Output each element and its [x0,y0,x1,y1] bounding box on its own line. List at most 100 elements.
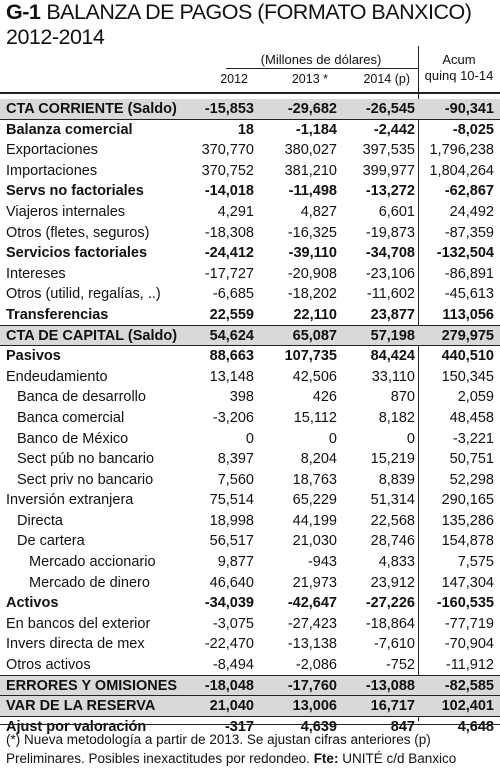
cell-2014: -13,088 [365,677,415,694]
footnote-text: (*) Nueva metodología a partir de 2013. … [6,732,431,766]
cell-2013: 380,027 [284,142,337,159]
cell-2012: 13,148 [209,368,254,385]
cell-acum: 48,458 [449,409,494,426]
title-years: 2012-2014 [6,25,105,49]
cell-acum: 1,804,264 [429,162,494,179]
table-code: G-1 [6,0,41,24]
cell-acum: -62,867 [444,183,494,200]
cell-2013: -17,760 [287,677,337,694]
cell-acum: 135,286 [441,512,494,529]
cell-acum: 147,304 [441,574,494,591]
cell-2012: 88,663 [209,348,254,365]
table-row: Intereses -17,727 -20,908 -23,106 -86,891 [0,264,500,285]
acum-header-line2: quinq 10-14 [424,68,494,83]
cell-acum: -8,025 [452,121,494,138]
table-row: Sect priv no bancario 7,560 18,763 8,839 52,… [0,470,500,491]
cell-2014: 4,833 [378,554,415,571]
row-label: Transferencias [6,306,109,323]
cell-acum: 2,059 [457,389,494,406]
row-label: CTA CORRIENTE (Saldo) [6,101,177,117]
cell-2012: 7,560 [217,471,254,488]
acum-header-line1: Acum [442,52,476,67]
table-row: Banca comercial -3,206 15,112 8,182 48,458 [0,408,500,429]
col-header-2013: 2013 * [291,72,328,86]
footnote: (*) Nueva metodología a partir de 2013. … [6,730,498,768]
cell-2014: -27,226 [365,595,415,612]
cell-2013: -18,202 [287,286,337,303]
row-label: En bancos del exterior [6,615,151,632]
col-header-2012: 2012 [220,72,248,86]
table-row: CTA CORRIENTE (Saldo) -15,853 -29,682 -26,5… [0,99,500,120]
cell-2012: -17,727 [204,265,254,282]
cell-2012: 398 [229,389,254,406]
cell-2014: 28,746 [370,533,415,550]
cell-2012: 8,397 [217,451,254,468]
cell-2012: 9,877 [217,554,254,571]
row-label: VAR DE LA RESERVA [6,698,156,715]
cell-2012: -3,075 [212,615,254,632]
cell-2013: -13,138 [287,636,337,653]
cell-2012: -22,470 [204,636,254,653]
cell-2013: 21,973 [292,574,337,591]
title-text: BALANZA DE PAGOS (FORMATO BANXICO) [46,0,472,24]
cell-2013: 13,006 [292,698,337,715]
cell-acum: -77,719 [444,615,494,632]
cell-acum: 50,751 [449,451,494,468]
table-row: Sect púb no bancario 8,397 8,204 15,219 50,7… [0,449,500,470]
cell-2013: -20,908 [287,265,337,282]
cell-2013: 44,199 [292,512,337,529]
cell-2012: 370,752 [201,162,254,179]
row-label: Otros (utilid, regalías, ..) [6,286,161,303]
cell-2014: -11,602 [366,286,415,303]
table-row: CTA DE CAPITAL (Saldo) 54,624 65,087 57,198… [0,325,500,347]
cell-2014: -19,873 [365,224,415,241]
cell-2013: -1,184 [295,121,337,138]
row-label: Servs no factoriales [6,183,144,200]
table-row: De cartera 56,517 21,030 28,746 154,878 [0,531,500,552]
row-label: Sect priv no bancario [17,471,154,488]
row-label: Inversión extranjera [6,492,134,509]
cell-2012: 22,559 [209,306,254,323]
cell-acum: -87,359 [444,224,494,241]
table-row: Servs no factoriales -14,018 -11,498 -13,27… [0,181,500,202]
cell-2014: 847 [390,718,415,735]
cell-2013: 381,210 [284,162,337,179]
cell-2013: 65,229 [292,492,337,509]
acum-column-divider [418,46,419,721]
cell-2013: 4,639 [300,718,337,735]
cell-2012: 21,040 [209,698,254,715]
cell-acum: -70,904 [444,636,494,653]
cell-2014: 15,219 [370,451,415,468]
units-header: (Millones de dólares) [260,52,382,67]
row-label: Balanza comercial [6,121,133,138]
cell-2014: -18,864 [365,615,415,632]
cell-2013: -42,647 [287,595,337,612]
cell-acum: 150,345 [441,368,494,385]
cell-2014: 23,912 [370,574,415,591]
table-row: Directa 18,998 44,199 22,568 135,286 [0,511,500,532]
cell-2012: 56,517 [209,533,254,550]
row-label: Otros activos [6,657,91,674]
cell-2014: -2,442 [373,121,415,138]
table-row: Mercado accionario 9,877 -943 4,833 7,575 [0,552,500,573]
table-row: Activos -34,039 -42,647 -27,226 -160,535 [0,593,500,614]
cell-2013: 22,110 [293,306,337,323]
cell-acum: -90,341 [444,101,494,117]
cell-2012: -317 [224,718,254,735]
cell-2014: -34,708 [365,245,415,262]
cell-2013: 4,827 [300,203,337,220]
table-row: Pasivos 88,663 107,735 84,424 440,510 [0,346,500,367]
cell-2012: -8,494 [212,657,254,674]
cell-2014: 57,198 [370,327,415,344]
cell-acum: -3,221 [452,430,494,447]
cell-2013: 8,204 [300,451,337,468]
cell-2013: 0 [328,430,337,447]
cell-acum: -86,891 [444,265,494,282]
col-header-2014: 2014 (p) [363,72,410,86]
table-row: Mercado de dinero 46,640 21,973 23,912 147,3… [0,573,500,594]
cell-2014: -26,545 [365,101,415,117]
cell-2012: -6,685 [212,286,254,303]
row-label: Mercado de dinero [29,574,150,591]
row-label: CTA DE CAPITAL (Saldo) [6,327,178,344]
row-label: Mercado accionario [29,554,156,571]
